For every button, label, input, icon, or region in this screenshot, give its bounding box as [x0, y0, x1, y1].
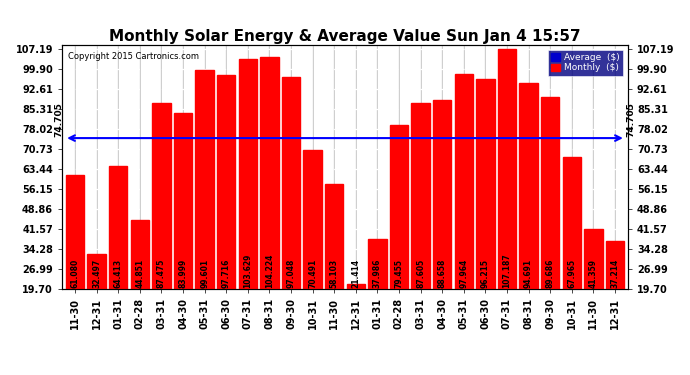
Text: 37.986: 37.986 [373, 258, 382, 288]
Bar [346, 284, 365, 289]
Text: 96.215: 96.215 [481, 259, 490, 288]
Text: 61.080: 61.080 [70, 259, 79, 288]
Bar [497, 49, 516, 289]
Title: Monthly Solar Energy & Average Value Sun Jan 4 15:57: Monthly Solar Energy & Average Value Sun… [109, 29, 581, 44]
Text: 89.686: 89.686 [546, 258, 555, 288]
Text: 58.103: 58.103 [330, 259, 339, 288]
Text: 67.965: 67.965 [567, 259, 576, 288]
Text: 41.359: 41.359 [589, 259, 598, 288]
Bar [66, 176, 84, 289]
Text: 103.629: 103.629 [244, 254, 253, 288]
Text: 83.999: 83.999 [179, 259, 188, 288]
Bar [368, 238, 386, 289]
Bar [606, 241, 624, 289]
Text: 70.491: 70.491 [308, 259, 317, 288]
Bar [411, 103, 430, 289]
Bar [562, 156, 581, 289]
Bar [109, 166, 128, 289]
Bar [282, 77, 300, 289]
Bar [390, 125, 408, 289]
Bar [88, 254, 106, 289]
Text: 99.601: 99.601 [200, 259, 209, 288]
Bar [304, 150, 322, 289]
Text: 87.475: 87.475 [157, 258, 166, 288]
Bar [195, 70, 214, 289]
Text: 88.658: 88.658 [437, 258, 446, 288]
Text: 107.187: 107.187 [502, 253, 511, 288]
Text: 97.716: 97.716 [221, 258, 230, 288]
Bar [217, 75, 235, 289]
Bar [130, 220, 149, 289]
Text: 21.414: 21.414 [351, 259, 360, 288]
Legend: Average  ($), Monthly  ($): Average ($), Monthly ($) [548, 50, 623, 76]
Bar [152, 103, 170, 289]
Text: 97.048: 97.048 [286, 258, 295, 288]
Bar [260, 57, 279, 289]
Bar [541, 97, 560, 289]
Text: 87.605: 87.605 [416, 259, 425, 288]
Text: 32.497: 32.497 [92, 259, 101, 288]
Bar [433, 100, 451, 289]
Text: 44.851: 44.851 [135, 259, 144, 288]
Text: 104.224: 104.224 [265, 254, 274, 288]
Text: 74.705: 74.705 [627, 102, 635, 137]
Text: 74.705: 74.705 [55, 102, 63, 137]
Text: 79.455: 79.455 [395, 259, 404, 288]
Text: Copyright 2015 Cartronics.com: Copyright 2015 Cartronics.com [68, 53, 199, 61]
Text: 97.964: 97.964 [460, 259, 469, 288]
Bar [239, 59, 257, 289]
Bar [174, 112, 193, 289]
Bar [455, 74, 473, 289]
Bar [325, 183, 344, 289]
Text: 64.413: 64.413 [114, 259, 123, 288]
Text: 94.691: 94.691 [524, 259, 533, 288]
Bar [476, 79, 495, 289]
Bar [584, 230, 602, 289]
Bar [520, 83, 538, 289]
Text: 37.214: 37.214 [611, 259, 620, 288]
